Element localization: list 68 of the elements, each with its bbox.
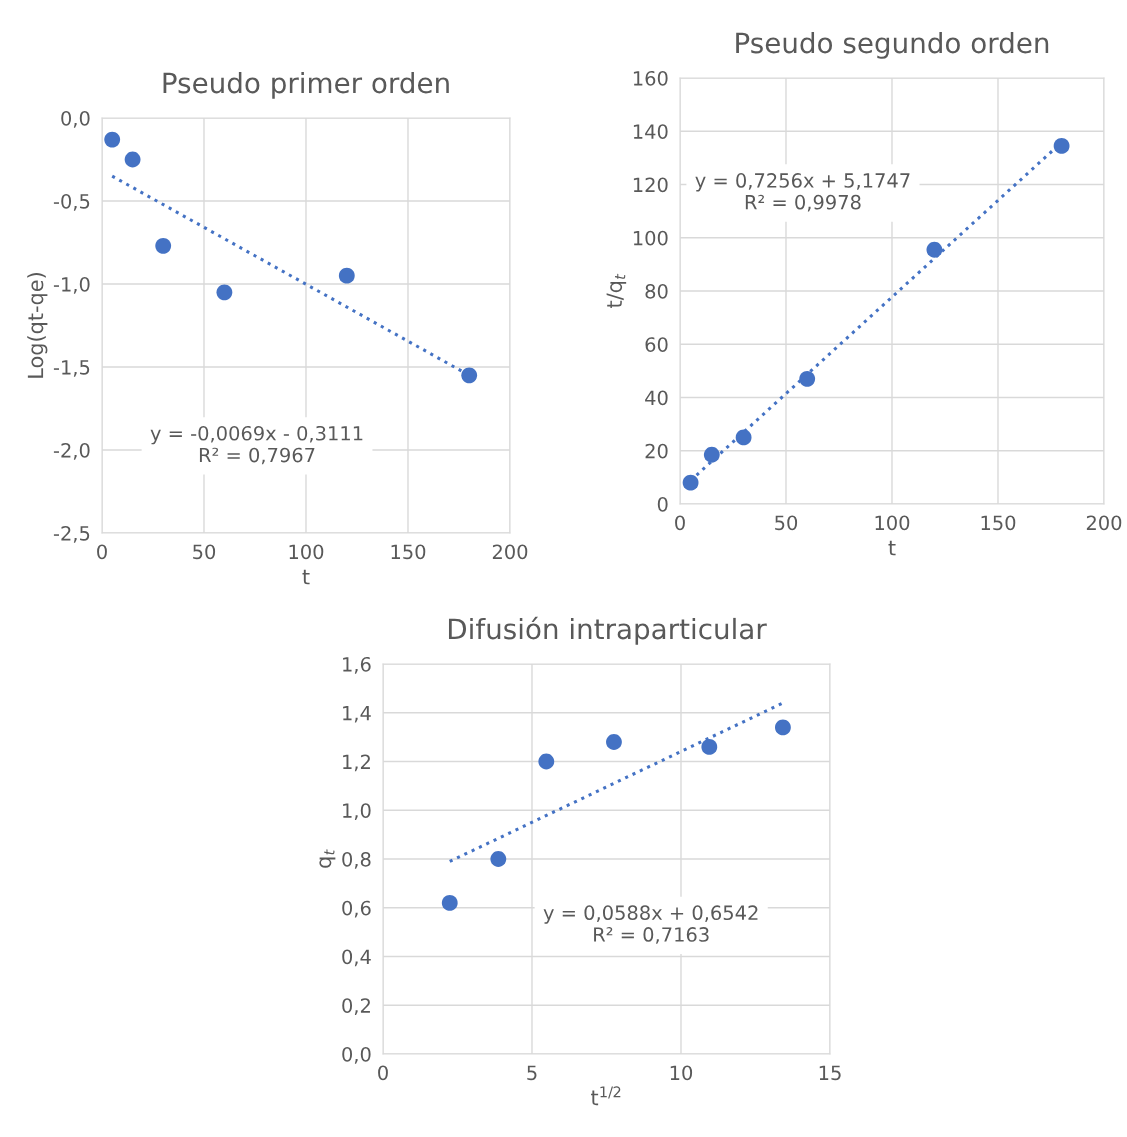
x-tick-label: 150 <box>981 515 1016 531</box>
point <box>490 851 507 867</box>
point <box>775 719 791 736</box>
point <box>606 734 622 750</box>
point <box>926 241 943 258</box>
x-tick-label: 200 <box>492 544 528 560</box>
x-tick-label: 50 <box>775 515 798 531</box>
annotation: y = 0,0588x + 0,6542 R² = 0,7163 <box>543 905 758 944</box>
annotation: y = -0,0069x - 0,3111 R² = 0,7967 <box>150 425 363 465</box>
y-tick-label: 1,4 <box>343 705 371 723</box>
y-tick-label: 40 <box>645 390 668 406</box>
chart-title: Pseudo primer orden <box>163 71 449 99</box>
chart-title: Pseudo segundo orden <box>736 31 1049 59</box>
y-tick-label: 0 <box>657 496 668 512</box>
x-tick-label: 15 <box>819 1065 841 1081</box>
point <box>216 284 233 301</box>
y-tick-label: 60 <box>645 337 668 352</box>
x-tick-label: 0 <box>378 1065 388 1081</box>
y-tick-label: 1,2 <box>343 754 370 772</box>
point <box>441 894 458 911</box>
x-axis-title: t$^{1/2}$ <box>591 1086 621 1106</box>
x-tick-label: 100 <box>875 515 910 531</box>
point <box>701 738 718 755</box>
point <box>735 429 752 446</box>
x-tick-label: 0 <box>97 544 107 560</box>
point <box>461 367 478 384</box>
x-tick-label: 0 <box>675 515 685 531</box>
x-tick-label: 200 <box>1086 515 1122 531</box>
point <box>799 370 816 387</box>
y-tick-label: 0,0 <box>61 110 90 128</box>
point <box>104 131 121 148</box>
x-axis-title: t <box>302 569 310 585</box>
y-tick-label: 0,2 <box>342 998 370 1015</box>
y-tick-label: -1,0 <box>53 276 90 294</box>
point <box>338 267 355 284</box>
y-tick-label: 80 <box>645 283 668 299</box>
x-tick-label: 50 <box>193 544 216 560</box>
x-axis-title: t <box>888 540 896 556</box>
point <box>538 753 555 770</box>
x-tick-label: 150 <box>391 544 426 560</box>
y-tick-label: -1,5 <box>53 360 90 377</box>
y-tick-label: -0,5 <box>53 193 90 211</box>
y-tick-label: -2,5 <box>53 525 90 543</box>
x-tick-label: 100 <box>289 544 324 560</box>
y-tick-label: 0,0 <box>342 1046 371 1064</box>
y-tick-label: 0,6 <box>342 900 371 918</box>
x-tick-label: 5 <box>527 1065 537 1081</box>
y-tick-label: -2,0 <box>53 442 90 460</box>
point <box>155 237 172 254</box>
y-tick-label: 0,4 <box>342 949 371 967</box>
y-axis-title: t/q$_{t}$ <box>606 273 627 308</box>
y-tick-label: 100 <box>633 230 668 246</box>
y-axis-title: q$_{t}$ <box>319 849 336 868</box>
point <box>1053 137 1070 154</box>
y-tick-label: 0,8 <box>342 851 371 869</box>
y-tick-label: 120 <box>633 177 668 193</box>
point <box>124 151 141 168</box>
y-tick-label: 140 <box>633 124 668 139</box>
chart-title: Difusión intraparticular <box>448 616 767 645</box>
y-tick-label: 1,6 <box>343 656 371 674</box>
x-tick-label: 10 <box>670 1065 693 1081</box>
point <box>703 446 720 463</box>
y-tick-label: 20 <box>645 443 668 459</box>
y-axis-title: Log(qt-qe) <box>27 273 48 378</box>
point <box>682 474 699 491</box>
y-tick-label: 160 <box>633 70 668 86</box>
annotation: y = 0,7256x + 5,1747 R² = 0,9978 <box>695 173 910 212</box>
y-tick-label: 1,0 <box>343 803 371 820</box>
